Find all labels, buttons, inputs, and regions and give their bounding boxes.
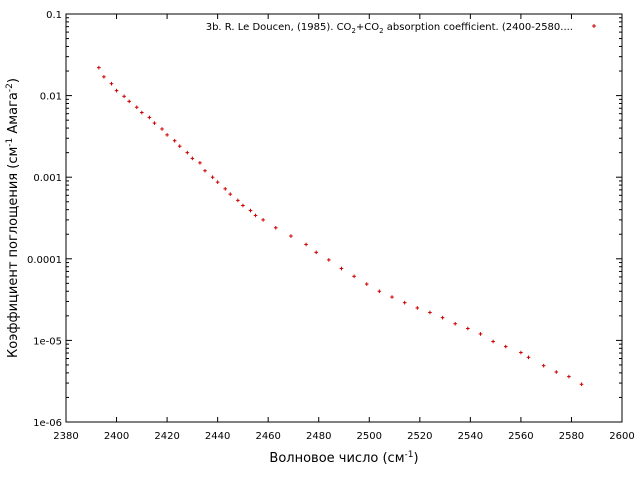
x-tick-label: 2600 [609, 431, 634, 442]
data-point [147, 115, 152, 120]
y-tick-label: 0.01 [40, 92, 62, 103]
data-point [134, 105, 139, 110]
data-points [97, 65, 584, 387]
legend-marker [592, 24, 596, 28]
x-tick-labels: 2380 2400 2420 2440 2460 2480 2500 2520 2540 2560… [53, 431, 634, 442]
x-tick-label: 2580 [559, 431, 584, 442]
data-point [440, 315, 445, 320]
data-point [203, 168, 207, 173]
data-point [478, 332, 483, 336]
x-tick-label: 2380 [53, 431, 78, 442]
data-point [97, 65, 101, 70]
y-tick-label: 1e-05 [33, 336, 62, 347]
y-tick-label: 0.001 [33, 173, 62, 184]
data-point [127, 99, 131, 104]
data-point [304, 242, 308, 247]
data-point [241, 203, 245, 208]
x-tick-label: 2440 [205, 431, 230, 442]
data-point [185, 150, 190, 155]
data-point [248, 208, 253, 213]
x-tick-label: 2460 [255, 431, 280, 442]
data-point [109, 81, 114, 86]
data-point [223, 187, 228, 191]
x-tick-label: 2400 [104, 431, 129, 442]
data-point [491, 339, 495, 344]
data-point [114, 88, 119, 93]
data-point [152, 121, 157, 125]
x-tick-label: 2420 [154, 431, 179, 442]
data-point [289, 234, 293, 238]
data-point [327, 258, 331, 262]
data-point [503, 344, 508, 349]
data-point [172, 138, 177, 143]
data-point [165, 133, 169, 137]
data-point [567, 374, 571, 379]
x-tick-label: 2540 [458, 431, 483, 442]
data-point [198, 161, 202, 165]
data-point [102, 74, 106, 79]
y-tick-label: 1e-06 [33, 418, 62, 429]
data-point [122, 94, 126, 99]
data-point [273, 225, 278, 230]
x-axis-title: Волновое число (см-1) [269, 450, 418, 466]
y-tick-label: 0.0001 [27, 255, 62, 266]
data-point [160, 127, 164, 131]
data-point [466, 326, 470, 331]
data-point [453, 321, 457, 326]
data-point [364, 282, 369, 286]
data-point [352, 274, 356, 279]
data-point [177, 144, 182, 148]
legend: 3b. R. Le Doucen, (1985). CO2+CO2 absorp… [206, 22, 596, 35]
data-point [541, 363, 546, 368]
y-tick-label: 0.1 [46, 10, 62, 21]
data-point [236, 198, 240, 203]
data-point [554, 370, 559, 374]
y-axis-title: Коэффициент поглощения (см-1 Амага-2) [5, 78, 21, 358]
data-point [190, 156, 195, 161]
plot-frame [65, 13, 623, 423]
legend-label: 3b. R. Le Doucen, (1985). CO2+CO2 absorp… [206, 22, 573, 35]
data-point [228, 192, 233, 196]
x-tick-label: 2500 [357, 431, 382, 442]
data-point [377, 289, 382, 294]
axis-ticks [65, 13, 623, 423]
x-tick-label: 2480 [306, 431, 331, 442]
x-tick-label: 2520 [407, 431, 432, 442]
data-point [428, 310, 432, 315]
data-point [261, 218, 265, 222]
data-point [215, 180, 220, 184]
x-tick-label: 2560 [508, 431, 533, 442]
data-point [526, 355, 531, 360]
data-point [402, 300, 407, 305]
data-point [210, 175, 215, 179]
data-point [415, 306, 420, 310]
data-point [519, 350, 523, 355]
data-point [140, 110, 144, 115]
data-point [253, 213, 258, 218]
data-point [390, 295, 394, 299]
data-point [579, 382, 584, 387]
data-point [339, 266, 344, 271]
data-point [314, 250, 318, 255]
y-tick-labels: 1e-06 1e-05 0.0001 0.001 0.01 0.1 [27, 10, 62, 429]
